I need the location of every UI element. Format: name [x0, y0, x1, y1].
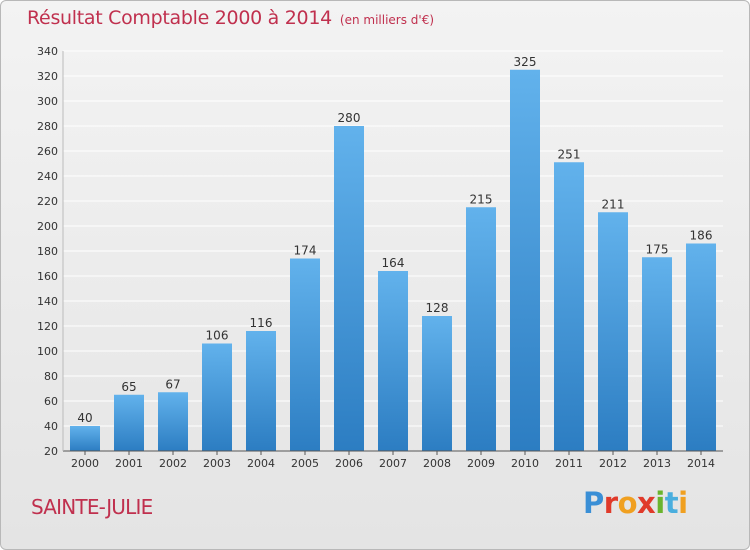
y-tick-label: 80: [44, 370, 58, 383]
value-label-2009: 215: [470, 192, 493, 206]
bar-2001: [114, 394, 144, 451]
proxiti-logo: Proxiti: [583, 486, 688, 520]
value-label-2010: 325: [514, 55, 537, 69]
y-tick-label: 320: [37, 70, 58, 83]
x-tick-label: 2010: [511, 457, 539, 470]
value-label-2008: 128: [426, 301, 449, 315]
x-tick-label: 2005: [291, 457, 319, 470]
bar-2012: [598, 212, 628, 451]
y-tick-label: 100: [37, 345, 58, 358]
y-tick-label: 20: [44, 445, 58, 458]
bars: [70, 69, 716, 451]
logo-letter: P: [583, 486, 604, 520]
bar-2011: [554, 162, 584, 451]
y-tick-label: 280: [37, 120, 58, 133]
logo-letter: o: [617, 486, 638, 520]
x-tick-label: 2003: [203, 457, 231, 470]
value-label-2006: 280: [338, 111, 361, 125]
x-tick-label: 2012: [599, 457, 627, 470]
y-tick-label: 180: [37, 245, 58, 258]
value-label-2005: 174: [294, 244, 317, 258]
bar-2003: [202, 343, 232, 451]
logo-letter: t: [664, 486, 679, 520]
x-tick-label: 2009: [467, 457, 495, 470]
bar-2005: [290, 258, 320, 451]
logo-letter: x: [637, 486, 656, 520]
x-tick-label: 2011: [555, 457, 583, 470]
chart-subtitle: (en milliers d'€): [339, 13, 435, 27]
value-label-2000: 40: [77, 411, 92, 425]
bar-2009: [466, 207, 496, 451]
y-tick-label: 160: [37, 270, 58, 283]
x-tick-label: 2004: [247, 457, 275, 470]
value-label-2003: 106: [206, 329, 229, 343]
y-tick-label: 260: [37, 145, 58, 158]
logo-letter: r: [603, 486, 618, 520]
value-labels: 40 65 67 106 116 174 280 164 128 215 325 251 211 175 1…: [77, 55, 712, 425]
bar-2014: [686, 243, 716, 451]
x-tick-label: 2013: [643, 457, 671, 470]
x-axis-ticks: 2000 2001 2002 2003 2004 2005 2006 2007 2008 2009…: [71, 451, 715, 470]
x-tick-label: 2007: [379, 457, 407, 470]
bar-2000: [70, 426, 100, 451]
value-label-2002: 67: [165, 377, 180, 391]
value-label-2013: 175: [646, 242, 669, 256]
y-tick-label: 60: [44, 395, 58, 408]
logo-letter: i: [678, 486, 688, 520]
bar-2004: [246, 331, 276, 451]
chart-title-text: Résultat Comptable 2000 à 2014: [27, 7, 332, 29]
x-tick-label: 2000: [71, 457, 99, 470]
y-tick-label: 300: [37, 95, 58, 108]
y-tick-label: 120: [37, 320, 58, 333]
value-label-2004: 116: [250, 316, 273, 330]
x-tick-label: 2002: [159, 457, 187, 470]
bar-2008: [422, 316, 452, 451]
x-tick-label: 2008: [423, 457, 451, 470]
y-tick-label: 340: [37, 45, 58, 58]
logo-letter: i: [655, 486, 665, 520]
commune-name: SAINTE-JULIE: [31, 495, 153, 519]
bar-2007: [378, 271, 408, 451]
chart-title: Résultat Comptable 2000 à 2014 (en millie…: [27, 7, 434, 29]
value-label-2001: 65: [121, 380, 136, 394]
x-tick-label: 2001: [115, 457, 143, 470]
y-tick-label: 220: [37, 195, 58, 208]
x-tick-label: 2006: [335, 457, 363, 470]
value-label-2012: 211: [602, 197, 625, 211]
bar-2002: [158, 392, 188, 451]
value-label-2007: 164: [382, 256, 405, 270]
y-axis-ticks: 20 40 60 80 100 120 140 160 180 200 220 240 260 280 30…: [37, 45, 58, 458]
y-tick-label: 140: [37, 295, 58, 308]
y-tick-label: 40: [44, 420, 58, 433]
bar-2010: [510, 69, 540, 451]
value-label-2014: 186: [690, 229, 713, 243]
bar-2013: [642, 257, 672, 451]
y-tick-label: 240: [37, 170, 58, 183]
bar-2006: [334, 126, 364, 451]
value-label-2011: 251: [558, 147, 581, 161]
x-tick-label: 2014: [687, 457, 715, 470]
y-tick-label: 200: [37, 220, 58, 233]
